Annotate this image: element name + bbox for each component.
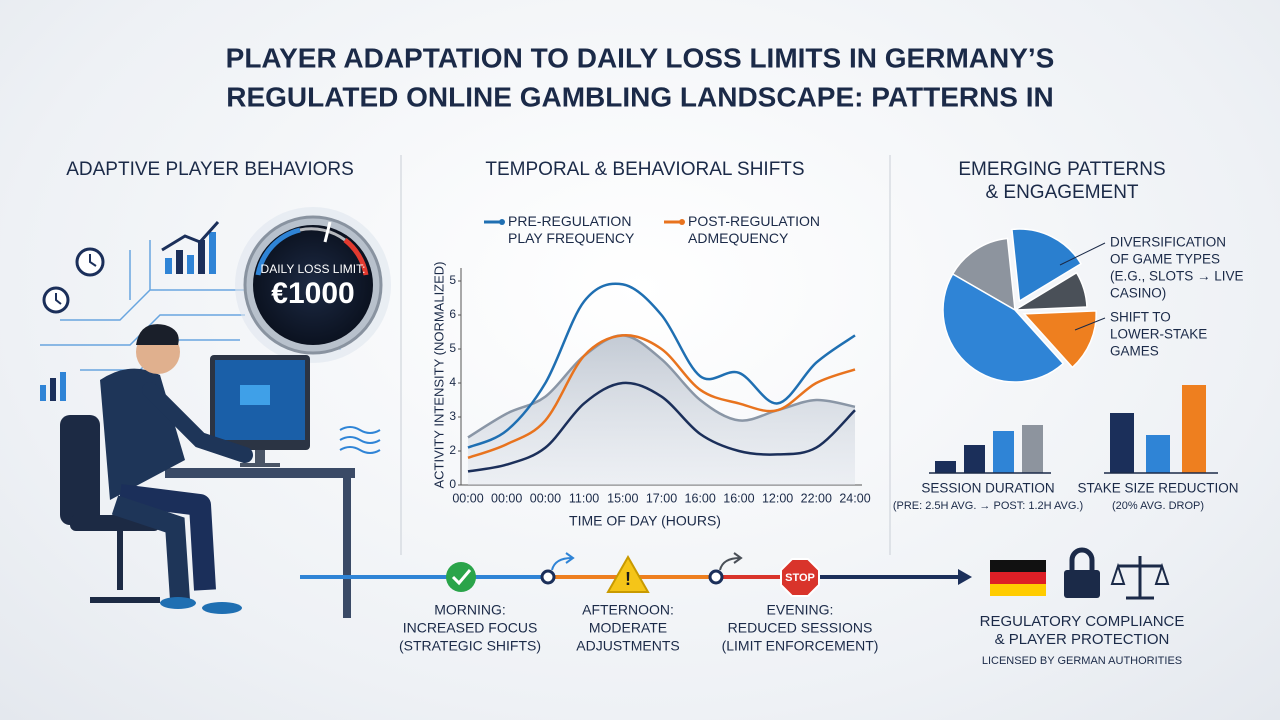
bar	[1146, 435, 1170, 473]
x-tick-label: 24:00	[839, 491, 870, 505]
footer-note: LICENSED BY GERMAN AUTHORITIES	[982, 655, 1182, 667]
bar-chart-title: SESSION DURATION	[921, 481, 1054, 496]
section-title: & ENGAGEMENT	[985, 182, 1138, 203]
bar	[1182, 385, 1206, 473]
section-title: TEMPORAL & BEHAVIORAL SHIFTS	[485, 159, 804, 180]
annotation-leader	[1059, 242, 1106, 266]
person-illustration	[60, 324, 355, 618]
x-tick-label: 16:00	[723, 491, 754, 505]
annotation: GAMES	[1110, 344, 1159, 359]
y-tick-label: 0	[449, 477, 456, 491]
y-tick-label: 6	[449, 307, 456, 321]
line	[467, 381, 856, 473]
timeline-text: AFTERNOON:	[582, 602, 674, 618]
footer-icons	[990, 547, 1170, 600]
bar-chart-title: STAKE SIZE REDUCTION	[1077, 481, 1238, 496]
annotation: SHIFT TO	[1110, 310, 1171, 325]
y-tick-label: 3	[449, 409, 456, 423]
timeline-text: ADJUSTMENTS	[576, 638, 679, 654]
y-tick-label: 4	[449, 375, 456, 389]
x-tick-label: 00:00	[530, 491, 561, 505]
bar	[1022, 425, 1043, 473]
timeline-text: (STRATEGIC SHIFTS)	[399, 638, 541, 654]
annotation: LOWER-STAKE	[1110, 327, 1207, 342]
bar	[993, 431, 1014, 473]
pie-slice	[1022, 310, 1097, 369]
timeline-text: EVENING:	[767, 602, 834, 618]
x-tick-label: 11:00	[569, 491, 599, 505]
x-tick-label: 12:00	[762, 491, 793, 505]
annotation: DIVERSIFICATION	[1110, 235, 1226, 250]
timeline: !	[300, 552, 972, 597]
pie-slice	[951, 237, 1016, 312]
x-axis-label: TIME OF DAY (HOURS)	[569, 513, 721, 529]
title: PLAYER ADAPTATION TO DAILY LOSS LIMITS I…	[226, 42, 1055, 73]
title: REGULATED ONLINE GAMBLING LANDSCAPE: PAT…	[226, 81, 1054, 112]
gauge-label: DAILY LOSS LIMIT:	[261, 262, 366, 276]
stop-sign-text: STOP	[785, 572, 815, 584]
x-tick-label: 16:00	[685, 491, 716, 505]
legend-swatch	[679, 219, 685, 225]
y-tick-label: 5	[449, 273, 456, 287]
bar-chart-subtitle: (PRE: 2.5H AVG. → POST: 1.2H AVG.)	[893, 500, 1083, 512]
gauge-value: €1000	[271, 277, 354, 310]
timeline-text: REDUCED SESSIONS	[728, 620, 873, 636]
annotation: CASINO)	[1110, 286, 1166, 301]
footer-text: & PLAYER PROTECTION	[995, 631, 1170, 648]
y-tick-label: 2	[449, 443, 456, 457]
gauge	[235, 207, 391, 363]
timeline-text: INCREASED FOCUS	[403, 620, 538, 636]
x-tick-label: 22:00	[801, 491, 832, 505]
section-title: EMERGING PATTERNS	[958, 159, 1165, 180]
legend-swatch	[499, 219, 505, 225]
pie-slice	[1011, 228, 1083, 303]
pie-slice	[1014, 271, 1088, 311]
x-tick-label: 00:00	[491, 491, 522, 505]
pie-slice	[942, 272, 1065, 383]
bar-chart-subtitle: (20% AVG. DROP)	[1112, 500, 1204, 512]
area	[468, 335, 855, 485]
x-tick-label: 00:00	[452, 491, 483, 505]
legend-label: POST-REGULATION ADMEQUENCY	[688, 213, 820, 246]
x-tick-label: 17:00	[646, 491, 677, 505]
line	[467, 334, 856, 459]
y-tick-label: 5	[449, 341, 456, 355]
x-tick-label: 15:00	[607, 491, 638, 505]
bar	[1110, 413, 1134, 473]
line	[467, 282, 856, 449]
bar	[935, 461, 956, 473]
timeline-text: (LIMIT ENFORCEMENT)	[722, 638, 879, 654]
footer-text: REGULATORY COMPLIANCE	[980, 613, 1185, 630]
timeline-text: MORNING:	[434, 602, 506, 618]
annotation: (E.G., SLOTS → LIVE	[1110, 269, 1244, 284]
annotation-leader	[1074, 317, 1106, 331]
icons	[40, 220, 381, 454]
svg-text:!: !	[625, 569, 631, 589]
timeline-text: MODERATE	[589, 620, 667, 636]
legend-label: PRE-REGULATION PLAY FREQUENCY	[508, 213, 635, 246]
annotation: OF GAME TYPES	[1110, 252, 1220, 267]
section-title: ADAPTIVE PLAYER BEHAVIORS	[66, 159, 354, 180]
y-axis-label: ACTIVITY INTENSITY (NORMALIZED)	[431, 261, 446, 488]
line	[467, 334, 856, 439]
bar	[964, 445, 985, 473]
